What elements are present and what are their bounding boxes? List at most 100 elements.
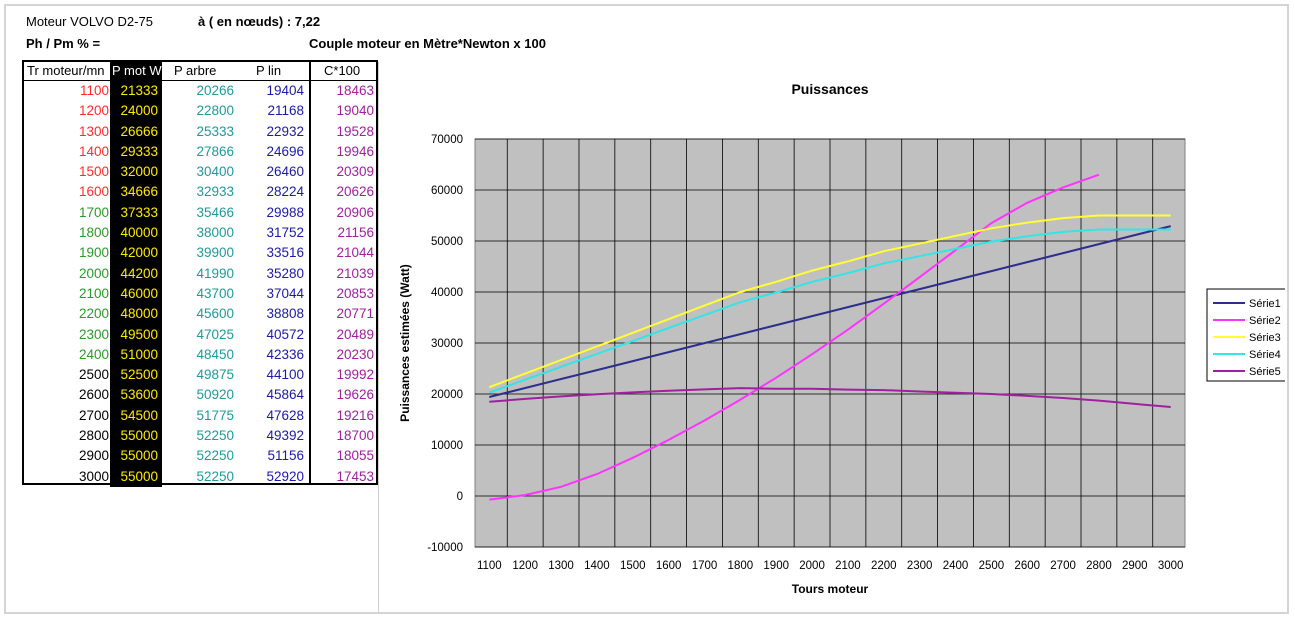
legend-label: Série2 (1249, 315, 1281, 327)
x-tick-label: 1500 (620, 560, 646, 572)
cell-plin: 47628 (266, 407, 304, 423)
cell-parbre: 48450 (196, 346, 234, 362)
cell-pmot: 48000 (110, 304, 162, 325)
x-tick-label: 2700 (1050, 560, 1076, 572)
legend-label: Série3 (1249, 332, 1281, 344)
cell-plin: 45864 (266, 387, 304, 403)
legend-label: Série1 (1249, 298, 1281, 310)
cell-couple: 18055 (336, 448, 374, 464)
cell-plin: 44100 (266, 367, 304, 383)
engine-label: Moteur VOLVO D2-75 (26, 14, 153, 29)
table-row: 2900 55000 52250 51156 18055 (24, 446, 376, 467)
cell-parbre: 20266 (196, 83, 234, 98)
col-header-rpm: Tr moteur/mn (27, 63, 105, 78)
cell-rpm: 2700 (78, 407, 109, 423)
cell-couple: 20309 (336, 164, 374, 180)
cell-rpm: 1700 (78, 204, 109, 220)
cell-rpm: 1600 (78, 184, 109, 200)
table-row: 2600 53600 50920 45864 19626 (24, 385, 376, 406)
cell-rpm: 2300 (78, 326, 109, 342)
x-tick-label: 1300 (548, 560, 574, 572)
cell-pmot: 24000 (110, 101, 162, 122)
cell-parbre: 49875 (196, 367, 234, 383)
y-axis-label: Puissances estimées (Watt) (398, 264, 412, 422)
cell-couple: 20489 (336, 326, 374, 342)
cell-couple: 19992 (336, 367, 374, 383)
cell-rpm: 1500 (78, 164, 109, 180)
x-axis-label: Tours moteur (792, 582, 869, 596)
cell-couple: 20906 (336, 204, 374, 220)
series-line-2 (489, 173, 1100, 501)
cell-plin: 33516 (266, 245, 304, 261)
cell-couple: 19946 (336, 143, 374, 159)
y-tick-label: 50000 (431, 236, 463, 248)
series-line-5 (489, 387, 1171, 408)
cell-parbre: 41990 (196, 265, 234, 281)
x-tick-label: 2200 (871, 560, 897, 572)
table-row: 2700 54500 51775 47628 19216 (24, 405, 376, 427)
cell-parbre: 51775 (196, 407, 234, 423)
legend-box (1206, 288, 1290, 382)
cell-couple: 17453 (336, 468, 374, 484)
series-line-3 (488, 214, 1171, 389)
data-table: Tr moteur/mn P mot W P arbre P lin C*100… (22, 60, 378, 487)
cell-parbre: 30400 (196, 164, 234, 180)
y-tick-label: 0 (457, 491, 463, 503)
cell-couple: 21039 (336, 265, 374, 281)
table-row: 2400 51000 48450 42336 20230 (24, 344, 376, 366)
cell-plin: 22932 (266, 123, 304, 139)
cell-pmot: 55000 (110, 446, 162, 467)
cell-couple: 20626 (336, 184, 374, 200)
series-line-4 (488, 228, 1171, 394)
y-tick-label: 10000 (431, 440, 463, 452)
cell-rpm: 2800 (78, 428, 109, 444)
legend-label: Série4 (1249, 349, 1281, 361)
cell-rpm: 1400 (78, 143, 109, 159)
cell-pmot: 29333 (110, 141, 162, 163)
cell-parbre: 45600 (196, 306, 234, 322)
cell-plin: 51156 (267, 448, 304, 464)
table-body: 1100 21333 20266 19404 18463 1200 24000 22800 21… (24, 81, 376, 487)
cell-parbre: 52250 (196, 468, 234, 484)
cell-parbre: 43700 (196, 285, 234, 301)
x-tick-label: 2400 (943, 560, 969, 572)
cell-rpm: 2000 (78, 265, 109, 281)
cell-pmot: 26666 (110, 121, 162, 142)
cell-plin: 42336 (266, 346, 304, 362)
table-row: 2100 46000 43700 37044 20853 (24, 283, 376, 305)
cell-couple: 18700 (336, 428, 374, 444)
cell-plin: 40572 (266, 326, 304, 342)
cell-parbre: 47025 (196, 326, 234, 342)
ratio-label: Ph / Pm % = (26, 36, 101, 51)
cell-couple: 20771 (336, 306, 374, 322)
couple-label: Couple moteur en Mètre*Newton x 100 (309, 36, 546, 51)
table-row: 2000 44200 41990 35280 21039 (24, 263, 376, 284)
cell-rpm: 1300 (78, 123, 109, 139)
series-line-1 (489, 225, 1171, 398)
x-tick-label: 1800 (728, 560, 754, 572)
table-row: 1400 29333 27866 24696 19946 (24, 141, 376, 163)
table-row: 1900 42000 39900 33516 21044 (24, 243, 376, 264)
cell-pmot: 32000 (110, 162, 162, 183)
x-tick-label: 1100 (477, 560, 502, 572)
cell-plin: 31752 (266, 225, 304, 241)
table-row: 1500 32000 30400 26460 20309 (24, 162, 376, 183)
cell-parbre: 32933 (196, 184, 234, 200)
cell-pmot: 52500 (110, 365, 162, 386)
cell-rpm: 3000 (78, 468, 109, 484)
cell-parbre: 27866 (196, 143, 234, 159)
cell-rpm: 1100 (79, 83, 109, 98)
x-tick-label: 1200 (512, 560, 538, 572)
cell-parbre: 50920 (196, 387, 234, 403)
speed-label: à ( en nœuds) : 7,22 (198, 14, 320, 29)
cell-couple: 19626 (336, 387, 374, 403)
col-header-plin: P lin (256, 63, 282, 78)
y-tick-label: 40000 (431, 287, 463, 299)
cell-pmot: 37333 (110, 202, 162, 224)
power-chart: Puissances -10000 0 10000 20000 30000 40000 500… (398, 81, 1290, 596)
x-tick-label: 2500 (979, 560, 1005, 572)
cell-parbre: 22800 (196, 103, 234, 119)
table-row: 2500 52500 49875 44100 19992 (24, 365, 376, 386)
table-row: 1200 24000 22800 21168 19040 (24, 101, 376, 122)
cell-plin: 26460 (266, 164, 304, 180)
